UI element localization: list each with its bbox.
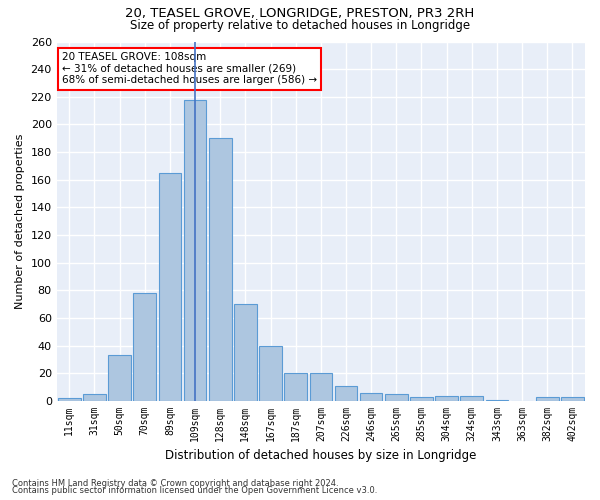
Bar [108,356,131,401]
Bar [335,386,358,401]
Bar [360,393,382,401]
Bar [158,173,181,401]
Bar [485,400,508,401]
Bar [536,397,559,401]
Text: Size of property relative to detached houses in Longridge: Size of property relative to detached ho… [130,18,470,32]
Bar [259,346,282,401]
Bar [234,304,257,401]
Bar [58,398,80,401]
Bar [209,138,232,401]
Bar [460,396,483,401]
Text: Contains HM Land Registry data © Crown copyright and database right 2024.: Contains HM Land Registry data © Crown c… [12,478,338,488]
Bar [83,394,106,401]
Bar [184,100,206,401]
Text: Contains public sector information licensed under the Open Government Licence v3: Contains public sector information licen… [12,486,377,495]
Bar [385,394,407,401]
Bar [133,293,156,401]
Text: 20 TEASEL GROVE: 108sqm
← 31% of detached houses are smaller (269)
68% of semi-d: 20 TEASEL GROVE: 108sqm ← 31% of detache… [62,52,317,86]
Bar [561,397,584,401]
Y-axis label: Number of detached properties: Number of detached properties [15,134,25,309]
Bar [284,374,307,401]
Text: 20, TEASEL GROVE, LONGRIDGE, PRESTON, PR3 2RH: 20, TEASEL GROVE, LONGRIDGE, PRESTON, PR… [125,8,475,20]
Bar [310,374,332,401]
X-axis label: Distribution of detached houses by size in Longridge: Distribution of detached houses by size … [165,450,476,462]
Bar [410,397,433,401]
Bar [436,396,458,401]
